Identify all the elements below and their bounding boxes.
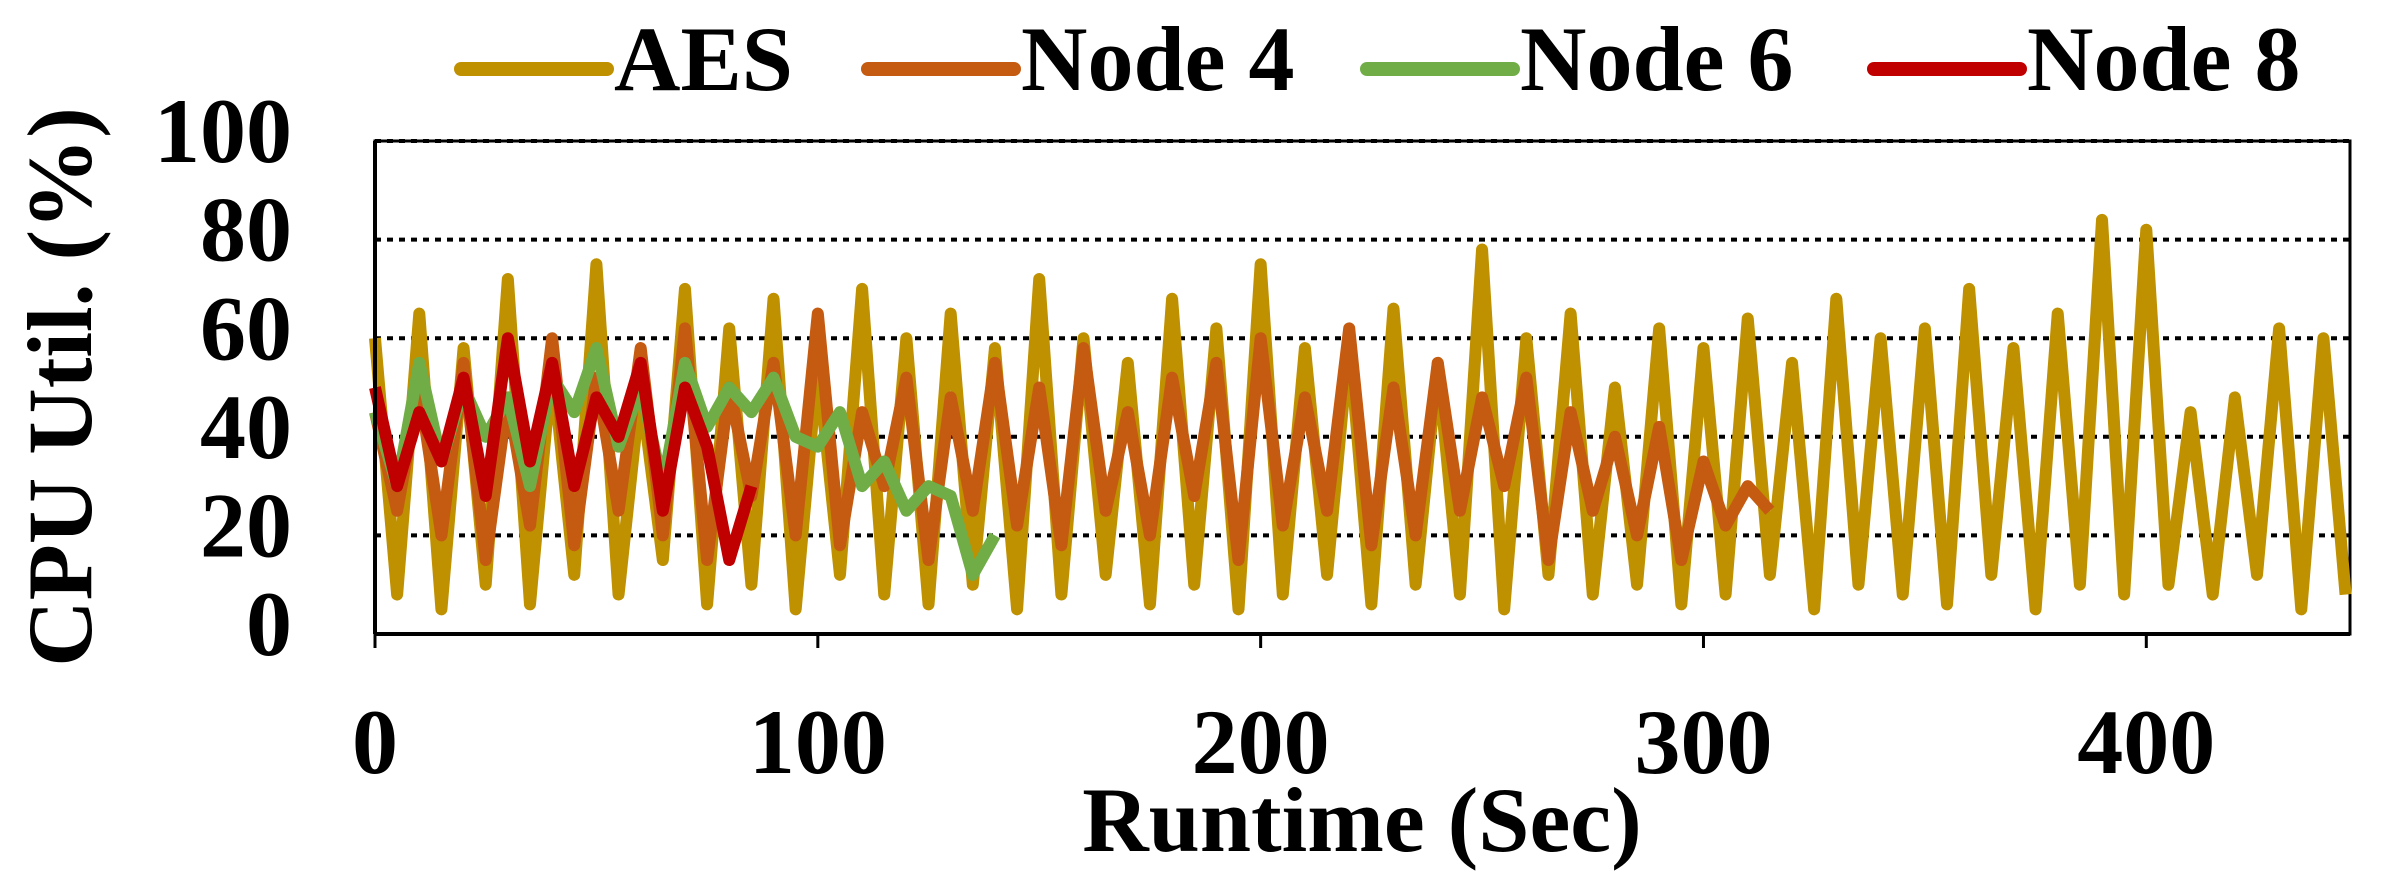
legend-label: Node 6 xyxy=(1520,8,1793,110)
x-tick-label: 200 xyxy=(1192,691,1330,793)
x-tick-label: 0 xyxy=(352,691,398,793)
series-line xyxy=(369,332,758,567)
y-tick-label: 20 xyxy=(200,475,292,577)
x-tick-label: 100 xyxy=(749,691,887,793)
x-axis-title: Runtime (Sec) xyxy=(1082,769,1642,871)
y-tick-label: 80 xyxy=(200,179,292,281)
series-line xyxy=(369,342,1001,581)
x-tick-label: 300 xyxy=(1634,691,1772,793)
y-axis-title: CPU Util. (%) xyxy=(9,107,111,667)
y-tick-label: 0 xyxy=(246,573,292,675)
y-tick-label: 60 xyxy=(200,277,292,379)
y-tick-label: 100 xyxy=(154,80,292,182)
y-tick-label: 40 xyxy=(200,376,292,478)
legend-label: Node 8 xyxy=(2027,8,2300,110)
legend-label: AES xyxy=(614,8,793,110)
x-tick-label: 400 xyxy=(2077,691,2215,793)
series-line xyxy=(369,307,1775,567)
legend-label: Node 4 xyxy=(1021,8,1294,110)
